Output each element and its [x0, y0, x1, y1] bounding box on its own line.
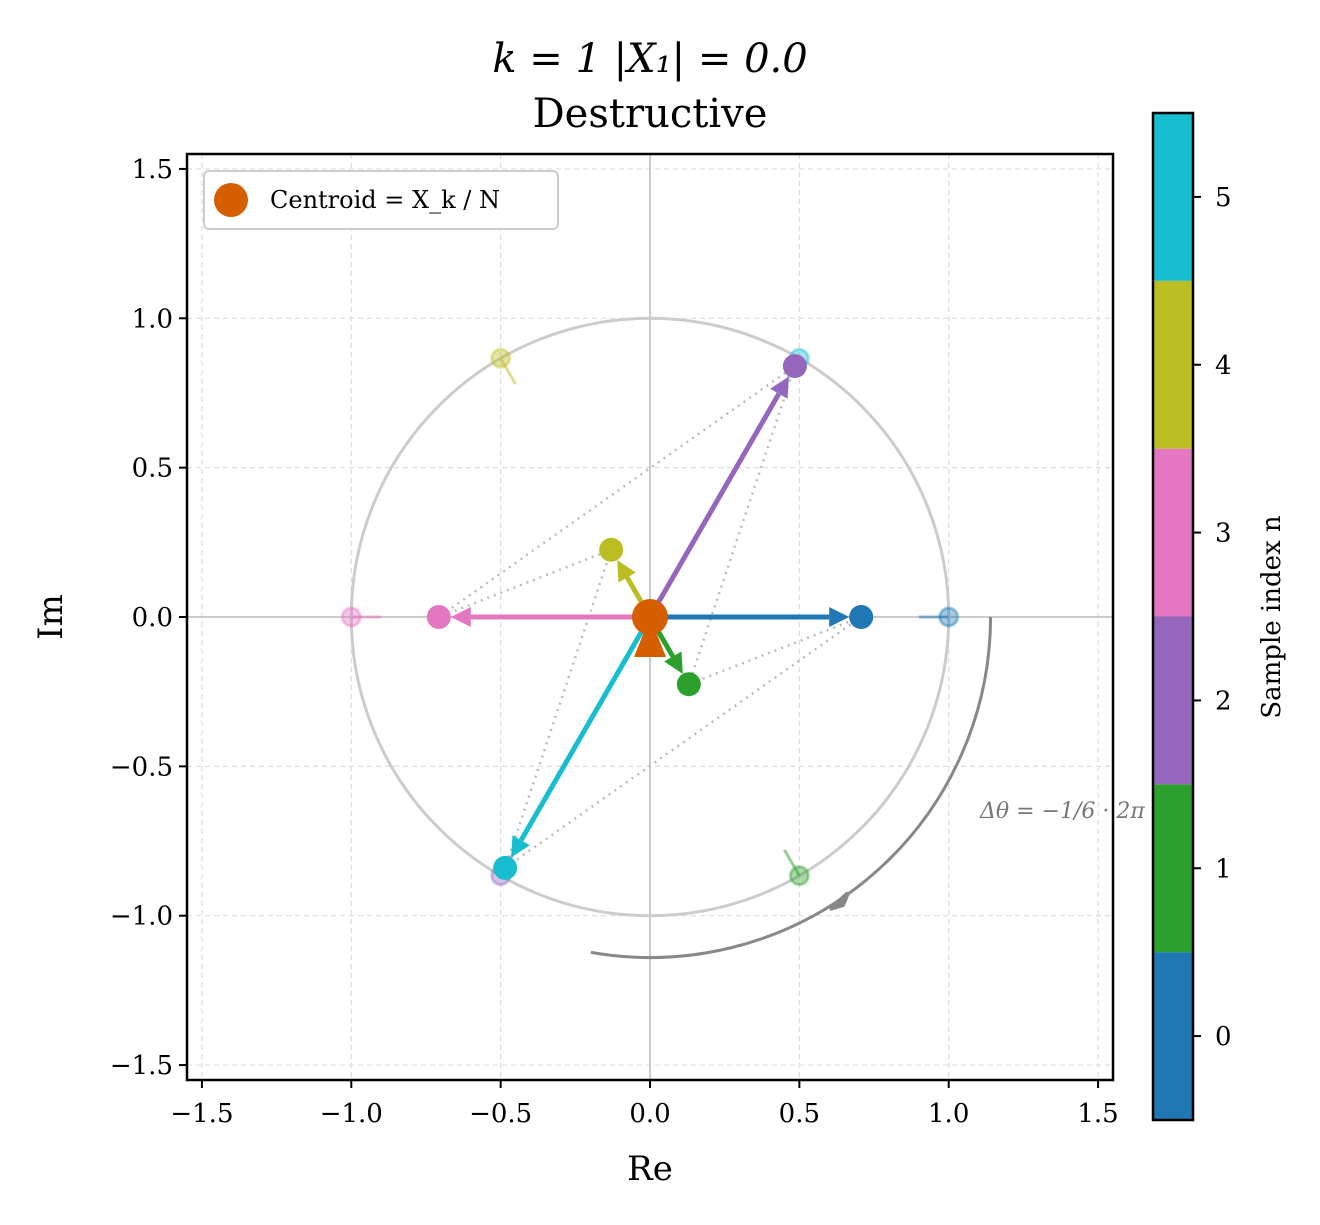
- y-tick-label: 0.0: [132, 603, 173, 633]
- colorbar-segment-2: [1153, 616, 1193, 785]
- legend-centroid-marker: [214, 183, 248, 217]
- colorbar-segment-5: [1153, 113, 1193, 281]
- unit-point-3: [340, 606, 362, 628]
- sample-arrow-2: [647, 392, 782, 619]
- x-tick-label: 0.5: [779, 1099, 820, 1129]
- x-tick-label: 0.0: [629, 1099, 670, 1129]
- rotation-arc: [590, 616, 993, 960]
- sample-arrow-5: [518, 615, 653, 842]
- x-tick-label: 1.5: [1077, 1099, 1118, 1129]
- x-tick-label: −1.0: [320, 1099, 383, 1129]
- colorbar-tick-label: 1: [1215, 854, 1232, 884]
- colorbar-segment-4: [1153, 280, 1193, 449]
- y-tick-label: −1.5: [110, 1051, 173, 1081]
- y-axis-label: Im: [31, 594, 71, 640]
- y-tick-label: 1.5: [132, 155, 173, 185]
- colorbar-frame: [1151, 111, 1195, 1122]
- y-tick-label: 1.0: [132, 304, 173, 334]
- x-axis-label: Re: [627, 1149, 673, 1189]
- arrowhead-4: [617, 560, 636, 583]
- unit-point-0: [938, 606, 960, 628]
- unit-point-1: [788, 865, 810, 887]
- chart-subtitle: Destructive: [533, 91, 768, 137]
- unit-point-4: [490, 347, 512, 369]
- legend: Centroid = X_k / N: [203, 170, 559, 230]
- plot-frame: [185, 152, 1115, 1082]
- sample-point-4: [599, 537, 624, 562]
- sample-point-2: [782, 354, 807, 379]
- arrowhead-0: [829, 607, 850, 627]
- colorbar-label: Sample index n: [1257, 515, 1287, 719]
- sample-point-0: [849, 605, 874, 629]
- x-tick-label: 1.0: [928, 1099, 969, 1129]
- sample-point-5: [493, 855, 518, 880]
- y-tick-label: −0.5: [110, 752, 173, 782]
- chart-title: k = 1 |X₁| = 0.0: [492, 36, 807, 82]
- arrowhead-5: [511, 835, 530, 858]
- unit-point-stub: [783, 849, 801, 877]
- x-tick-label: −0.5: [469, 1099, 532, 1129]
- delta-theta-annotation: Δθ = −1/6 · 2π: [979, 799, 1145, 824]
- arrowhead-3: [450, 607, 471, 627]
- legend-label: Centroid = X_k / N: [270, 186, 500, 214]
- colorbar-segment-3: [1153, 448, 1193, 617]
- arrowhead-1: [664, 651, 683, 674]
- rotation-arrowhead: [828, 891, 850, 911]
- colorbar-tick-label: 3: [1215, 519, 1232, 549]
- arrowhead-2: [770, 376, 789, 399]
- x-tick-label: −1.5: [170, 1099, 233, 1129]
- sample-point-1: [676, 672, 701, 697]
- colorbar-tick-label: 5: [1215, 183, 1232, 213]
- centroid-marker: [632, 599, 668, 635]
- colorbar-tick-label: 2: [1215, 686, 1232, 716]
- y-tick-label: 0.5: [132, 454, 173, 484]
- centroid-arrowhead: [634, 617, 666, 657]
- colorbar-segment-1: [1153, 784, 1193, 953]
- unit-point-stub: [499, 357, 517, 385]
- colorbar-segment-0: [1153, 952, 1193, 1120]
- colorbar-tick-label: 0: [1215, 1022, 1232, 1052]
- sample-point-3: [426, 605, 451, 629]
- y-tick-label: −1.0: [110, 902, 173, 932]
- colorbar-tick-label: 4: [1215, 351, 1232, 381]
